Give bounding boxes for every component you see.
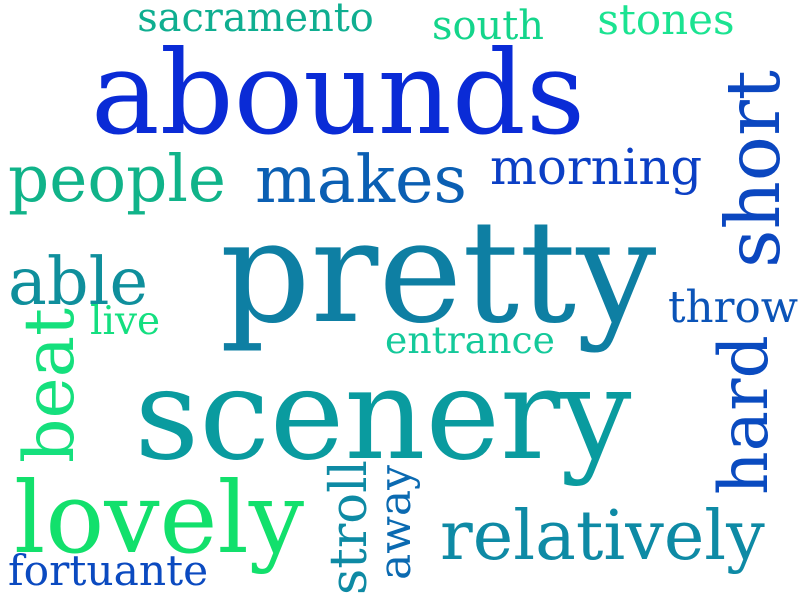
word-short: short bbox=[709, 70, 798, 268]
word-beat: beat bbox=[8, 308, 90, 463]
word-morning: morning bbox=[490, 138, 703, 197]
word-throw: throw bbox=[668, 283, 799, 334]
word-able: able bbox=[8, 243, 149, 320]
word-south: south bbox=[432, 3, 544, 50]
word-away: away bbox=[369, 465, 421, 580]
word-people: people bbox=[8, 142, 227, 218]
word-entrance: entrance bbox=[385, 318, 555, 363]
word-makes: makes bbox=[255, 143, 467, 219]
word-sacramento: sacramento bbox=[137, 0, 374, 42]
word-lovely: lovely bbox=[14, 462, 305, 577]
word-stroll: stroll bbox=[318, 460, 379, 595]
word-abounds: abounds bbox=[90, 27, 586, 162]
word-fortuante: fortuante bbox=[8, 545, 209, 595]
word-stones: stones bbox=[597, 0, 735, 44]
word-scenery: scenery bbox=[134, 341, 632, 488]
word-pretty: pretty bbox=[219, 189, 657, 355]
word-relatively: relatively bbox=[440, 497, 765, 577]
word-live: live bbox=[90, 298, 161, 344]
word-hard: hard bbox=[704, 335, 784, 495]
